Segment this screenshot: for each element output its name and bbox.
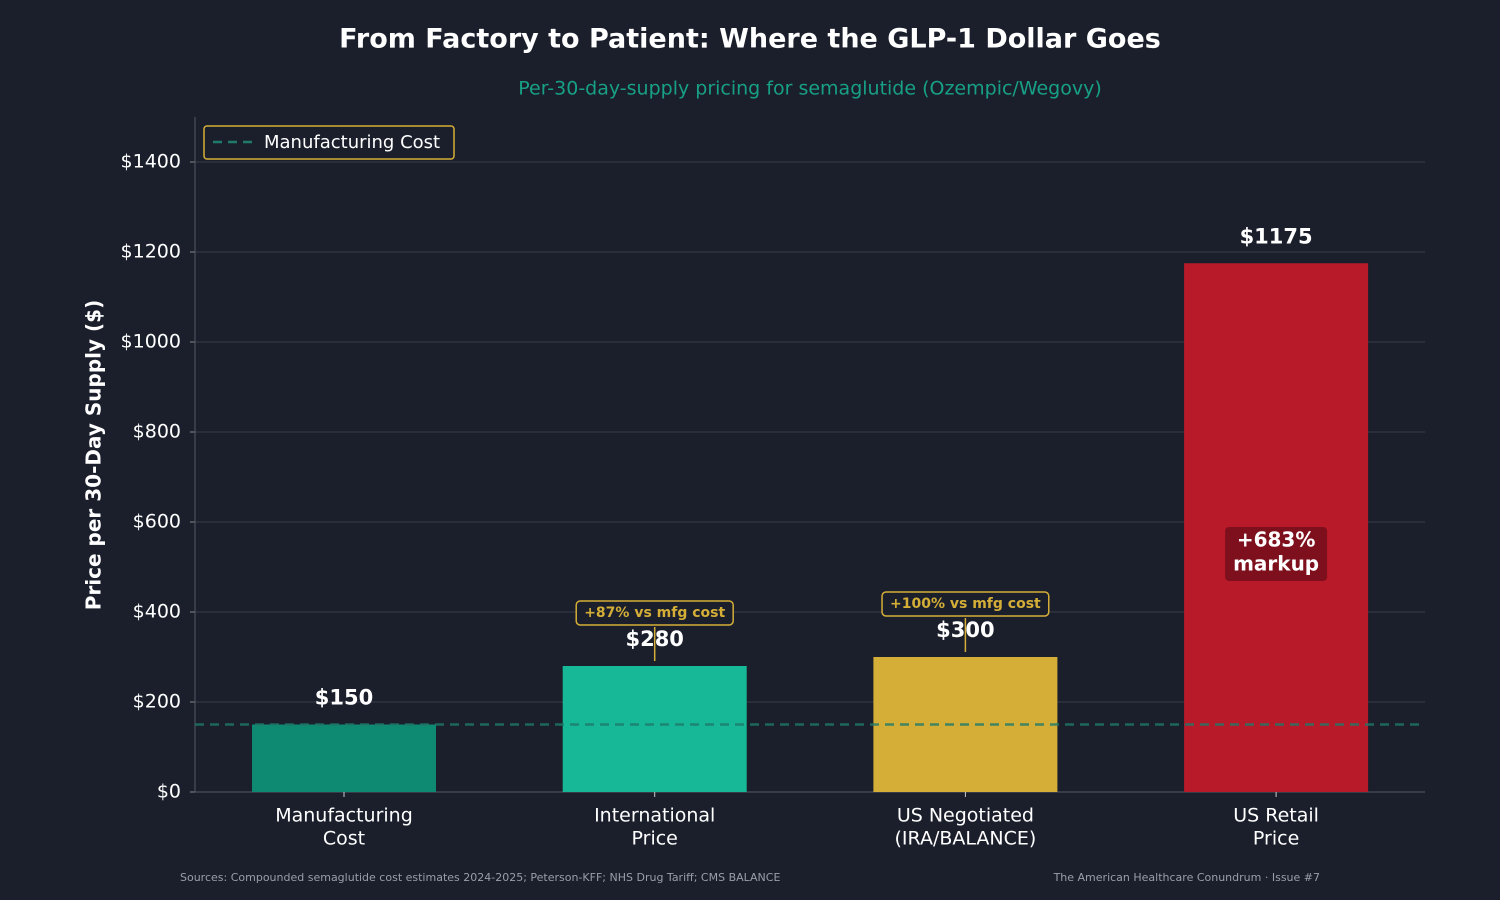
x-tick-label: Price — [632, 828, 678, 850]
y-tick-label: $1400 — [121, 151, 181, 173]
value-label: $150 — [315, 686, 373, 710]
source-note: Sources: Compounded semaglutide cost est… — [180, 871, 780, 884]
legend-box — [203, 125, 455, 160]
x-tick-label: Cost — [323, 828, 365, 850]
bar — [562, 666, 747, 792]
markup-label: markup — [1233, 552, 1319, 576]
x-tick-label: International — [594, 805, 715, 827]
y-tick-label: $400 — [133, 601, 181, 623]
bar — [252, 724, 436, 792]
y-tick-label: $600 — [133, 511, 181, 533]
credit-note: The American Healthcare Conundrum · Issu… — [1053, 871, 1320, 884]
y-tick-label: $1200 — [121, 241, 181, 263]
y-tick-label: $1000 — [121, 331, 181, 353]
y-tick-label: $200 — [133, 691, 181, 713]
markup-box — [1225, 527, 1328, 581]
chart-title: From Factory to Patient: Where the GLP-1… — [339, 24, 1161, 55]
annotation-box — [881, 591, 1050, 617]
y-axis-label: Price per 30-Day Supply ($) — [82, 300, 106, 610]
x-tick-label: (IRA/BALANCE) — [895, 828, 1037, 850]
annotation-box — [575, 600, 734, 626]
value-label: $1175 — [1240, 224, 1313, 248]
x-tick-label: Manufacturing — [275, 805, 413, 827]
annotation: +100% vs mfg cost — [890, 596, 1041, 612]
chart-subtitle: Per-30-day-supply pricing for semaglutid… — [518, 78, 1102, 100]
x-tick-label: US Retail — [1233, 805, 1319, 827]
legend-label: Manufacturing Cost — [264, 132, 440, 153]
x-tick-label: Price — [1253, 828, 1299, 850]
annotation: +87% vs mfg cost — [584, 605, 725, 621]
y-tick-label: $800 — [133, 421, 181, 443]
x-tick-label: US Negotiated — [897, 805, 1034, 827]
markup-label: +683% — [1237, 528, 1316, 552]
y-tick-label: $0 — [157, 781, 181, 803]
